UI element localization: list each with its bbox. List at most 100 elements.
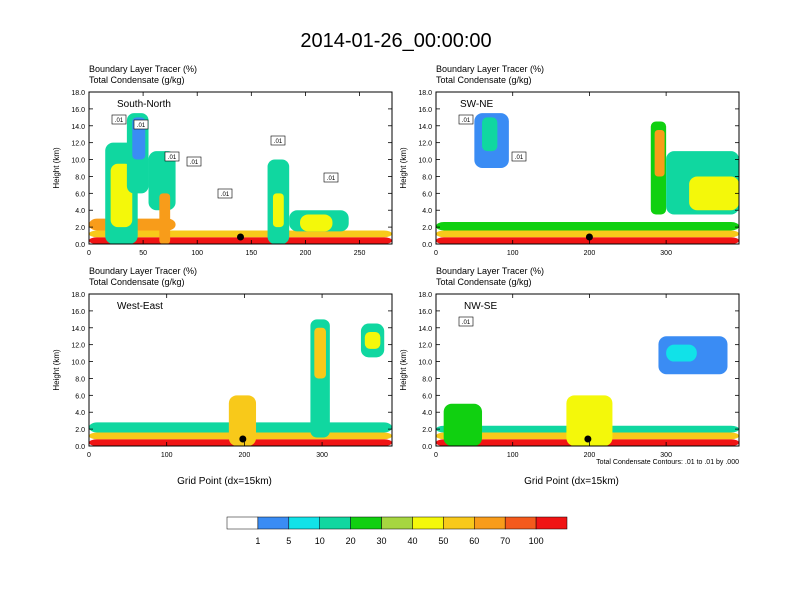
contour-label: .01 [462, 320, 471, 326]
x-tick-label: 200 [584, 250, 596, 257]
field-patch [436, 230, 739, 238]
x-tick-label: 100 [191, 250, 203, 257]
y-tick-label: 8.0 [75, 376, 85, 383]
colorbar-label: 50 [438, 536, 448, 546]
y-tick-label: 4.0 [75, 208, 85, 215]
panel-subtitle-2: Total Condensate (g/kg) [89, 75, 185, 85]
figure-title: 2014-01-26_00:00:00 [300, 30, 492, 52]
y-tick-label: 2.0 [422, 225, 432, 232]
field-patch [228, 395, 257, 446]
y-axis-label: Height (km) [52, 147, 61, 189]
field-patch [436, 222, 739, 231]
contour-label-box [323, 172, 339, 183]
y-tick-label: 4.0 [422, 208, 432, 215]
panel-subtitle-1: Boundary Layer Tracer (%) [89, 64, 197, 74]
location-marker [584, 435, 592, 443]
y-tick-label: 16.0 [418, 309, 432, 316]
panel-label: West-East [117, 301, 163, 312]
colorbar-box [474, 516, 506, 530]
colorbar-label: 20 [346, 536, 356, 546]
y-tick-label: 18.0 [71, 292, 85, 299]
field-patch [666, 344, 697, 362]
x-tick-label: 0 [434, 250, 438, 257]
y-tick-label: 18.0 [418, 90, 432, 97]
contour-label-box [164, 151, 180, 162]
y-tick-label: 12.0 [418, 141, 432, 148]
contour-label-box [186, 156, 202, 167]
colorbar-label: 5 [286, 536, 291, 546]
contour-label-box [458, 316, 474, 327]
field-patch [314, 327, 326, 379]
y-tick-label: 16.0 [418, 107, 432, 114]
colorbar-box [412, 516, 444, 530]
x-tick-label: 200 [300, 250, 312, 257]
panel-frame [435, 293, 740, 447]
field-patch [689, 176, 739, 211]
contour-label-box [458, 114, 474, 125]
y-tick-label: 16.0 [71, 309, 85, 316]
colorbar-box [257, 516, 290, 530]
y-tick-label: 2.0 [75, 427, 85, 434]
y-tick-label: 10.0 [418, 158, 432, 165]
contour-label-box [217, 188, 233, 199]
colorbar-label: 30 [377, 536, 387, 546]
panel-label: South-North [117, 99, 171, 110]
colorbar-box [381, 516, 413, 530]
x-axis-label: Grid Point (dx=15km) [177, 476, 272, 487]
panel-frame [88, 91, 393, 245]
y-axis-label: Height (km) [399, 349, 408, 391]
x-tick-label: 50 [139, 250, 147, 257]
colorbar-box [226, 516, 259, 530]
colorbar-box [288, 516, 320, 530]
contour-label: .01 [327, 176, 336, 182]
x-tick-label: 100 [507, 250, 519, 257]
x-tick-label: 100 [507, 452, 519, 459]
y-tick-label: 14.0 [418, 326, 432, 333]
panel-subtitle-1: Boundary Layer Tracer (%) [436, 266, 544, 276]
contour-label-box [111, 114, 127, 125]
y-tick-label: 10.0 [418, 360, 432, 367]
y-tick-label: 6.0 [75, 191, 85, 198]
colorbar-box [504, 516, 537, 530]
field-patch [436, 237, 739, 244]
x-tick-label: 200 [584, 452, 596, 459]
contour-label-box [511, 151, 527, 162]
y-tick-label: 6.0 [422, 191, 432, 198]
y-tick-label: 0.0 [75, 444, 85, 451]
y-tick-label: 10.0 [71, 158, 85, 165]
y-tick-label: 0.0 [75, 242, 85, 249]
x-axis-label: Grid Point (dx=15km) [524, 476, 619, 487]
x-tick-label: 0 [434, 452, 438, 459]
contour-label: .01 [168, 155, 177, 161]
y-tick-label: 12.0 [71, 141, 85, 148]
field-patch [364, 332, 381, 349]
field-patch [300, 214, 333, 232]
x-tick-label: 0 [87, 250, 91, 257]
y-tick-label: 14.0 [418, 124, 432, 131]
field-patch [159, 193, 171, 244]
panel-frame [88, 293, 393, 447]
panel-subtitle-1: Boundary Layer Tracer (%) [89, 266, 197, 276]
field-patch [272, 193, 284, 228]
location-marker [239, 435, 247, 443]
contour-footnote: Total Condensate Contours: .01 to .01 by… [596, 459, 739, 466]
contour-label: .01 [221, 192, 230, 198]
colorbar-box [350, 516, 382, 530]
y-tick-label: 14.0 [71, 326, 85, 333]
x-tick-label: 100 [161, 452, 173, 459]
y-tick-label: 10.0 [71, 360, 85, 367]
y-tick-label: 4.0 [75, 410, 85, 417]
x-tick-label: 200 [239, 452, 251, 459]
field-patch [443, 403, 483, 446]
colorbar-label: 40 [407, 536, 417, 546]
field-patch [482, 117, 498, 152]
y-tick-label: 16.0 [71, 107, 85, 114]
y-tick-label: 8.0 [422, 174, 432, 181]
y-axis-label: Height (km) [399, 147, 408, 189]
y-tick-label: 12.0 [418, 343, 432, 350]
x-tick-label: 0 [87, 452, 91, 459]
y-tick-label: 18.0 [418, 292, 432, 299]
x-tick-label: 300 [660, 250, 672, 257]
contour-label-box [133, 119, 149, 130]
